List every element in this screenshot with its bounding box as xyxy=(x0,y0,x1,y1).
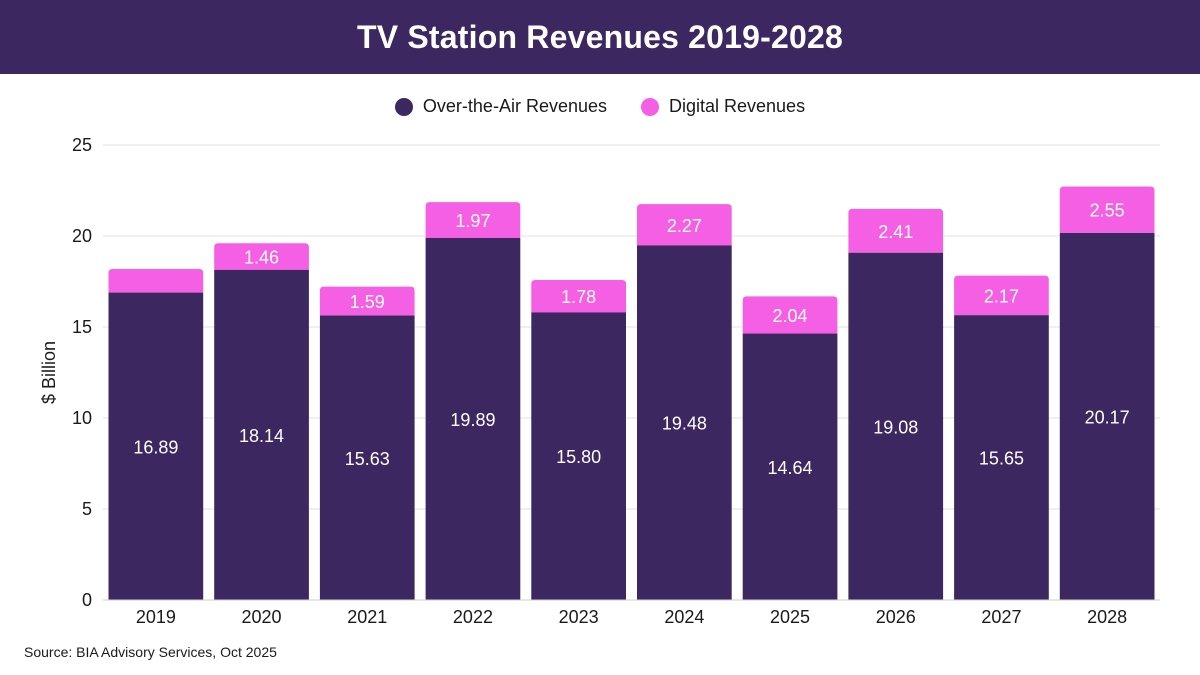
data-label-ota: 20.17 xyxy=(1085,407,1130,427)
bar-ota-2022 xyxy=(425,238,521,600)
data-label-digital: 2.17 xyxy=(984,286,1019,306)
bar-digital-2028 xyxy=(1059,186,1155,233)
y-tick-label: 15 xyxy=(72,317,92,337)
x-tick-label: 2022 xyxy=(453,607,493,627)
chart-title: TV Station Revenues 2019-2028 xyxy=(356,18,844,55)
bar-ota-2028 xyxy=(1059,232,1155,600)
bar-ota-2023 xyxy=(531,312,626,600)
y-tick-label: 5 xyxy=(82,499,92,519)
x-tick-label: 2020 xyxy=(242,607,282,627)
bar-ota-2026 xyxy=(848,252,944,600)
legend-swatch-ota xyxy=(394,97,413,116)
bar-ota-2019 xyxy=(108,292,204,600)
bar-ota-2024 xyxy=(637,245,732,601)
bar-ota-2027 xyxy=(954,315,1049,600)
x-tick-label: 2026 xyxy=(876,607,916,627)
bar-digital-2024 xyxy=(637,204,732,246)
data-label-digital: 2.41 xyxy=(878,222,913,242)
source-note: Source: BIA Advisory Services, Oct 2025 xyxy=(24,644,277,660)
legend-label-digital: Digital Revenues xyxy=(669,96,806,116)
legend-item-digital: Digital Revenues xyxy=(641,96,805,117)
title-bar: TV Station Revenues 2019-2028 xyxy=(0,0,1200,74)
bar-ota-2025 xyxy=(742,333,838,600)
x-tick-label: 2021 xyxy=(347,607,387,627)
data-label-digital: 2.27 xyxy=(667,216,702,236)
y-tick-label: 20 xyxy=(72,226,92,246)
data-label-ota: 19.89 xyxy=(450,410,495,430)
data-label-ota: 15.80 xyxy=(556,447,601,467)
bar-digital-2019 xyxy=(108,268,204,293)
y-tick-label: 10 xyxy=(72,408,92,428)
bar-digital-2020 xyxy=(214,243,309,270)
legend-label-ota: Over-the-Air Revenues xyxy=(422,96,607,116)
bar-digital-2025 xyxy=(742,296,838,334)
data-label-digital: 1.46 xyxy=(244,248,279,268)
data-label-digital: 2.04 xyxy=(773,306,808,326)
x-tick-label: 2019 xyxy=(136,607,176,627)
data-label-ota: 15.63 xyxy=(345,449,390,469)
x-tick-label: 2027 xyxy=(981,607,1021,627)
data-label-ota: 14.64 xyxy=(768,458,813,478)
data-label-digital: 1.78 xyxy=(561,287,596,307)
bar-digital-2027 xyxy=(954,275,1049,316)
bar-digital-2026 xyxy=(848,208,944,253)
data-label-ota: 19.08 xyxy=(873,417,918,437)
data-label-ota: 18.14 xyxy=(239,426,284,446)
legend-item-ota: Over-the-Air Revenues xyxy=(394,96,607,117)
bar-digital-2021 xyxy=(319,286,415,316)
x-tick-label: 2028 xyxy=(1087,607,1127,627)
x-tick-label: 2025 xyxy=(770,607,810,627)
y-tick-label: 0 xyxy=(82,590,92,610)
bar-digital-2022 xyxy=(425,202,521,239)
data-label-ota: 19.48 xyxy=(662,414,707,434)
x-tick-label: 2023 xyxy=(559,607,599,627)
y-axis-label: $ Billion xyxy=(39,341,59,404)
data-label-digital: 2.55 xyxy=(1090,201,1125,221)
data-label-ota: 15.65 xyxy=(979,449,1024,469)
y-tick-label: 25 xyxy=(72,135,92,155)
x-tick-label: 2024 xyxy=(664,607,704,627)
bar-ota-2021 xyxy=(319,315,415,600)
legend: Over-the-Air Revenues Digital Revenues xyxy=(0,96,1200,117)
legend-swatch-digital xyxy=(641,97,659,116)
data-label-ota: 16.89 xyxy=(133,437,178,457)
data-label-digital: 1.59 xyxy=(350,292,385,312)
bar-digital-2023 xyxy=(531,280,626,313)
data-label-digital: 1.97 xyxy=(455,211,490,231)
bar-ota-2020 xyxy=(214,269,309,600)
